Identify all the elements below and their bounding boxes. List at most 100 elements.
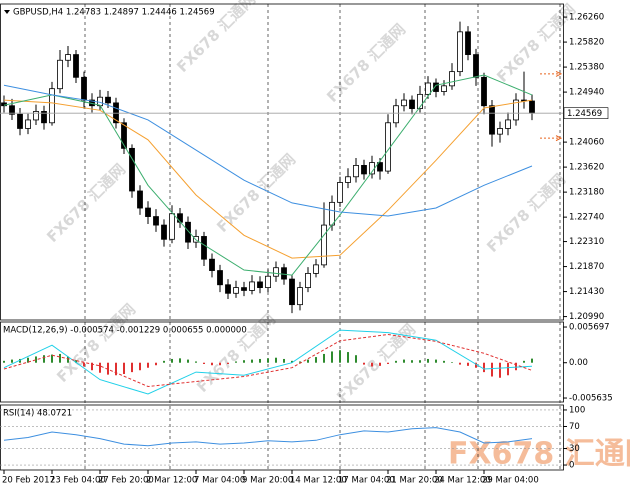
panel-frame: [0, 404, 564, 471]
histogram-bar: [19, 358, 21, 363]
histogram-bar: [339, 350, 341, 363]
histogram-bar: [483, 362, 485, 373]
histogram-bar: [515, 362, 517, 371]
y-tick-label: 1.26260: [569, 13, 604, 23]
candle-body: [145, 207, 151, 217]
histogram-bar: [227, 362, 229, 364]
candle-body: [81, 76, 87, 101]
histogram-bar: [83, 362, 85, 367]
candle-body: [289, 278, 295, 306]
level-arrow: [555, 70, 563, 77]
candle-body: [17, 113, 23, 129]
histogram-bar: [427, 358, 429, 363]
indicator-line: [3, 329, 533, 395]
candle-body: [241, 287, 247, 291]
histogram-bar: [251, 359, 253, 363]
histogram-bar: [459, 362, 461, 365]
candle-body: [449, 71, 455, 87]
candle-body: [329, 201, 335, 226]
histogram-bar: [203, 362, 205, 364]
indicator-line: [3, 333, 533, 388]
candle-body: [513, 99, 519, 121]
candle-body: [441, 85, 447, 92]
y-tick-label: 1.23620: [569, 163, 604, 173]
y-tick-label: 1.25380: [569, 63, 604, 73]
y-tick-label: 1.25820: [569, 38, 604, 48]
panel-title: MACD(12,26,9) -0.000574 -0.001229 0.0006…: [3, 326, 247, 336]
histogram-bar: [387, 362, 389, 364]
candle-body: [217, 270, 223, 286]
x-tick-label: 20 Feb 2017: [2, 476, 55, 486]
histogram-bar: [211, 362, 213, 366]
histogram-bar: [323, 353, 325, 363]
candle-body: [321, 224, 327, 266]
y-tick-label: 70: [569, 422, 580, 432]
candle-body: [529, 100, 535, 114]
histogram-bar: [3, 360, 5, 363]
candle-body: [465, 31, 471, 55]
candle-body: [497, 128, 503, 135]
histogram-bar: [171, 358, 173, 363]
candle-body: [249, 281, 255, 291]
histogram-bar: [59, 353, 61, 363]
y-tick-label: 30: [569, 444, 580, 454]
y-tick-label: 1.24060: [569, 138, 604, 148]
y-tick-label: 100: [569, 405, 585, 415]
histogram-bar: [491, 362, 493, 377]
candle-body: [65, 54, 71, 61]
candle-body: [297, 287, 303, 306]
histogram-bar: [67, 356, 69, 363]
candle-body: [25, 119, 31, 129]
candle-body: [481, 76, 487, 107]
histogram-bar: [259, 358, 261, 363]
histogram-bar: [347, 352, 349, 363]
candle-body: [121, 122, 127, 149]
y-tick-label: 1.24940: [569, 88, 604, 98]
histogram-bar: [523, 360, 525, 363]
histogram-bar: [27, 357, 29, 363]
histogram-bar: [243, 360, 245, 363]
x-tick-label: 17 Mar 04:00: [338, 476, 395, 486]
histogram-bar: [475, 362, 477, 368]
histogram-bar: [107, 362, 109, 375]
histogram-bar: [371, 362, 373, 367]
current-price-box: [563, 107, 609, 119]
candle-body: [201, 236, 207, 260]
y-tick-label: 1.21430: [569, 287, 604, 297]
histogram-bar: [163, 360, 165, 363]
histogram-bar: [379, 362, 381, 366]
candle-body: [9, 105, 15, 115]
histogram-bar: [155, 362, 157, 366]
candle-body: [425, 82, 431, 95]
histogram-bar: [307, 359, 309, 363]
candle-body: [265, 275, 271, 289]
panel-frame: [0, 321, 564, 403]
histogram-bar: [235, 361, 237, 363]
histogram-bar: [331, 351, 333, 363]
histogram-bar: [195, 361, 197, 363]
candle-body: [473, 54, 479, 78]
candle-body: [505, 119, 511, 129]
panel-title: GBPUSD,H4 1.24783 1.24897 1.24446 1.2456…: [13, 8, 215, 18]
histogram-bar: [291, 360, 293, 363]
candle-body: [57, 59, 63, 90]
candle-body: [337, 182, 343, 203]
histogram-bar: [467, 362, 469, 366]
histogram-bar: [283, 358, 285, 363]
histogram-bar: [419, 360, 421, 363]
histogram-bar: [531, 358, 533, 363]
histogram-bar: [275, 357, 277, 363]
candle-body: [161, 224, 167, 240]
x-tick-label: 23 Feb 04:00: [50, 476, 106, 486]
candle-body: [401, 99, 407, 107]
candle-body: [273, 267, 279, 277]
candle-body: [361, 165, 367, 175]
y-tick-label: 1.22740: [569, 213, 604, 223]
x-tick-label: 7 Mar 04:00: [194, 476, 245, 486]
histogram-bar: [11, 359, 13, 363]
candle-body: [185, 221, 191, 243]
histogram-bar: [139, 362, 141, 371]
histogram-bar: [123, 362, 125, 374]
candle-body: [209, 258, 215, 271]
